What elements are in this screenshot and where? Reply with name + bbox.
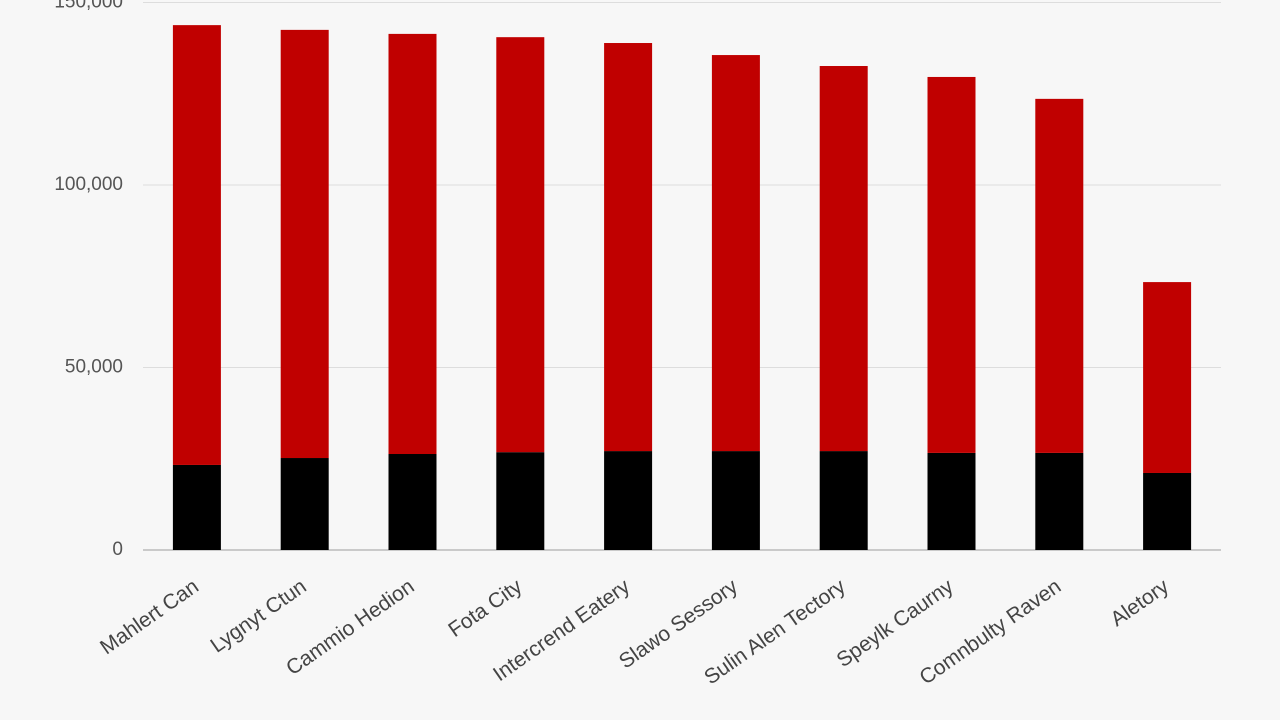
bar-segment	[1035, 452, 1084, 550]
y-tick-label: 50,000	[65, 357, 123, 378]
bar-segment	[388, 454, 437, 550]
bar-segment	[1035, 98, 1084, 453]
bar-segment	[819, 451, 868, 550]
bar-segment	[496, 452, 545, 550]
bar-segment	[280, 29, 329, 459]
bar-segment	[711, 55, 760, 452]
bar-segment	[1143, 472, 1192, 550]
bar-segment	[172, 25, 221, 465]
x-tick-label: Mahlert Can	[96, 575, 203, 659]
y-tick-label: 100,000	[54, 174, 123, 195]
bar-segment	[388, 33, 437, 455]
bar-segment	[927, 452, 976, 550]
bar-segment	[819, 66, 868, 452]
bar-segment	[604, 451, 653, 550]
x-tick-label: Fota City	[444, 575, 526, 642]
y-tick-label: 150,000	[54, 0, 123, 13]
bar-segment	[496, 37, 545, 453]
y-tick-label: 0	[112, 539, 123, 560]
bar-segment	[280, 458, 329, 550]
bar-segment	[711, 451, 760, 550]
bar-segment	[927, 76, 976, 453]
bar-segment	[172, 464, 221, 550]
bar-segment	[1143, 282, 1192, 473]
x-tick-label: Aletory	[1106, 575, 1173, 632]
bar-segment	[604, 43, 653, 452]
x-tick-label: Lygnyt Ctun	[206, 575, 310, 658]
